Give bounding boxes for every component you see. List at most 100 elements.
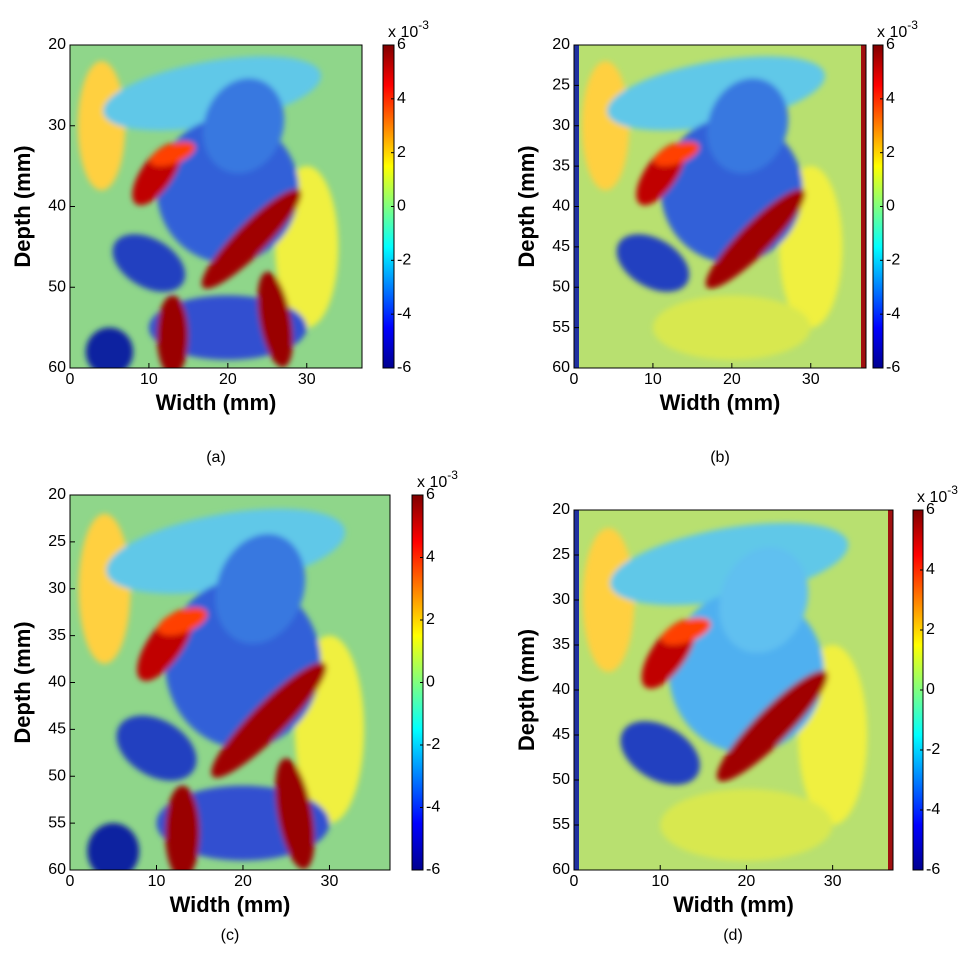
y-tick-label: 45: [552, 238, 570, 255]
caption: (a): [206, 449, 226, 466]
colorbar-tick-label: 2: [926, 621, 935, 638]
image-blob: [654, 141, 700, 167]
x-tick-label: 20: [723, 371, 741, 388]
image-blob: [616, 234, 690, 292]
heatmap-image: [70, 45, 362, 368]
colorbar-tick-label: 6: [886, 36, 895, 53]
x-tick-label: 0: [570, 873, 579, 890]
image-blob: [620, 721, 700, 785]
colorbar-multiplier: x 10: [917, 489, 947, 506]
x-tick-label: 10: [651, 873, 669, 890]
colorbar-tick-label: -2: [426, 736, 440, 753]
image-blobs: [582, 522, 868, 861]
image-blob: [203, 78, 285, 174]
image-blob: [257, 271, 293, 368]
image-blob: [705, 188, 806, 289]
colorbar-tick-label: 0: [926, 681, 935, 698]
image-blob: [116, 715, 197, 781]
image-blob: [652, 295, 811, 360]
image-blobs: [78, 508, 365, 870]
image-blob: [85, 327, 134, 368]
image-blob: [156, 295, 189, 368]
image-edge: [861, 45, 866, 368]
caption: (c): [221, 927, 240, 944]
x-tick-label: 10: [148, 873, 166, 890]
y-tick-label: 50: [552, 278, 570, 295]
colorbar-tick-label: 4: [926, 561, 935, 578]
colorbar-tick-label: -6: [886, 359, 900, 376]
image-blobs: [581, 56, 843, 360]
image-blobs: [77, 56, 339, 368]
image-blob: [660, 789, 833, 861]
colorbar-tick-label: 4: [886, 90, 895, 107]
y-tick-label: 35: [552, 157, 570, 174]
y-tick-label: 40: [552, 198, 570, 215]
x-tick-label: 20: [234, 873, 252, 890]
y-axis-label: Depth (mm): [10, 145, 35, 267]
colorbar-exponent-label: x 10-3: [417, 468, 458, 491]
colorbar-multiplier: x 10: [388, 24, 418, 41]
y-tick-label: 25: [48, 533, 66, 550]
y-axis-label: Depth (mm): [10, 621, 35, 743]
y-tick-label: 20: [552, 36, 570, 53]
heatmap-image: [574, 45, 866, 368]
image-blob: [707, 78, 789, 174]
x-tick-label: 0: [66, 873, 75, 890]
x-tick-label: 10: [140, 371, 158, 388]
heatmap-image: [574, 510, 893, 870]
colorbar-tick-label: -6: [926, 861, 940, 878]
colorbar-tick-label: -2: [886, 252, 900, 269]
colorbar-tick-label: -2: [397, 252, 411, 269]
colorbar-exponent: -3: [947, 483, 958, 497]
image-blob: [150, 141, 196, 167]
image-edge: [888, 510, 893, 870]
y-tick-label: 50: [552, 771, 570, 788]
x-tick-label: 0: [66, 371, 75, 388]
colorbar-tick-label: 0: [397, 198, 406, 215]
colorbar-tick-label: -4: [886, 305, 900, 322]
y-tick-label: 20: [48, 36, 66, 53]
colorbar-multiplier: x 10: [877, 24, 907, 41]
y-tick-label: 45: [552, 726, 570, 743]
y-tick-label: 55: [48, 814, 66, 831]
y-tick-label: 40: [552, 681, 570, 698]
image-blob: [716, 670, 828, 782]
y-tick-label: 55: [552, 816, 570, 833]
x-tick-label: 30: [802, 371, 820, 388]
y-tick-label: 50: [48, 767, 66, 784]
y-tick-label: 60: [48, 359, 66, 376]
y-tick-label: 35: [48, 627, 66, 644]
colorbar-tick-label: -4: [397, 305, 411, 322]
x-axis-label: Width (mm): [660, 390, 781, 415]
colorbar-tick-label: -6: [397, 359, 411, 376]
image-blob: [211, 662, 327, 778]
x-axis-label: Width (mm): [170, 892, 291, 917]
colorbar-tick-label: 4: [397, 90, 406, 107]
y-tick-label: 20: [48, 486, 66, 503]
x-tick-label: 20: [738, 873, 756, 890]
y-tick-label: 30: [48, 117, 66, 134]
image-blob: [165, 785, 200, 870]
y-tick-label: 40: [48, 198, 66, 215]
image-blob: [719, 547, 809, 653]
image-blob: [581, 61, 630, 191]
y-tick-label: 30: [552, 117, 570, 134]
colorbar-tick-label: 2: [886, 144, 895, 161]
image-blob: [78, 513, 131, 664]
colorbar-tick-label: 0: [886, 198, 895, 215]
colorbar-tick-label: 6: [397, 36, 406, 53]
image-blob: [201, 188, 302, 289]
colorbar-tick-label: 2: [397, 144, 406, 161]
x-tick-label: 30: [321, 873, 339, 890]
y-tick-label: 35: [552, 636, 570, 653]
image-blob: [582, 528, 635, 672]
y-tick-label: 50: [48, 278, 66, 295]
y-tick-label: 20: [552, 501, 570, 518]
caption: (d): [723, 927, 743, 944]
image-blob: [661, 618, 711, 645]
x-tick-label: 10: [644, 371, 662, 388]
colorbar-tick-label: -4: [426, 799, 440, 816]
image-blob: [77, 61, 126, 191]
image-blob: [215, 533, 306, 644]
